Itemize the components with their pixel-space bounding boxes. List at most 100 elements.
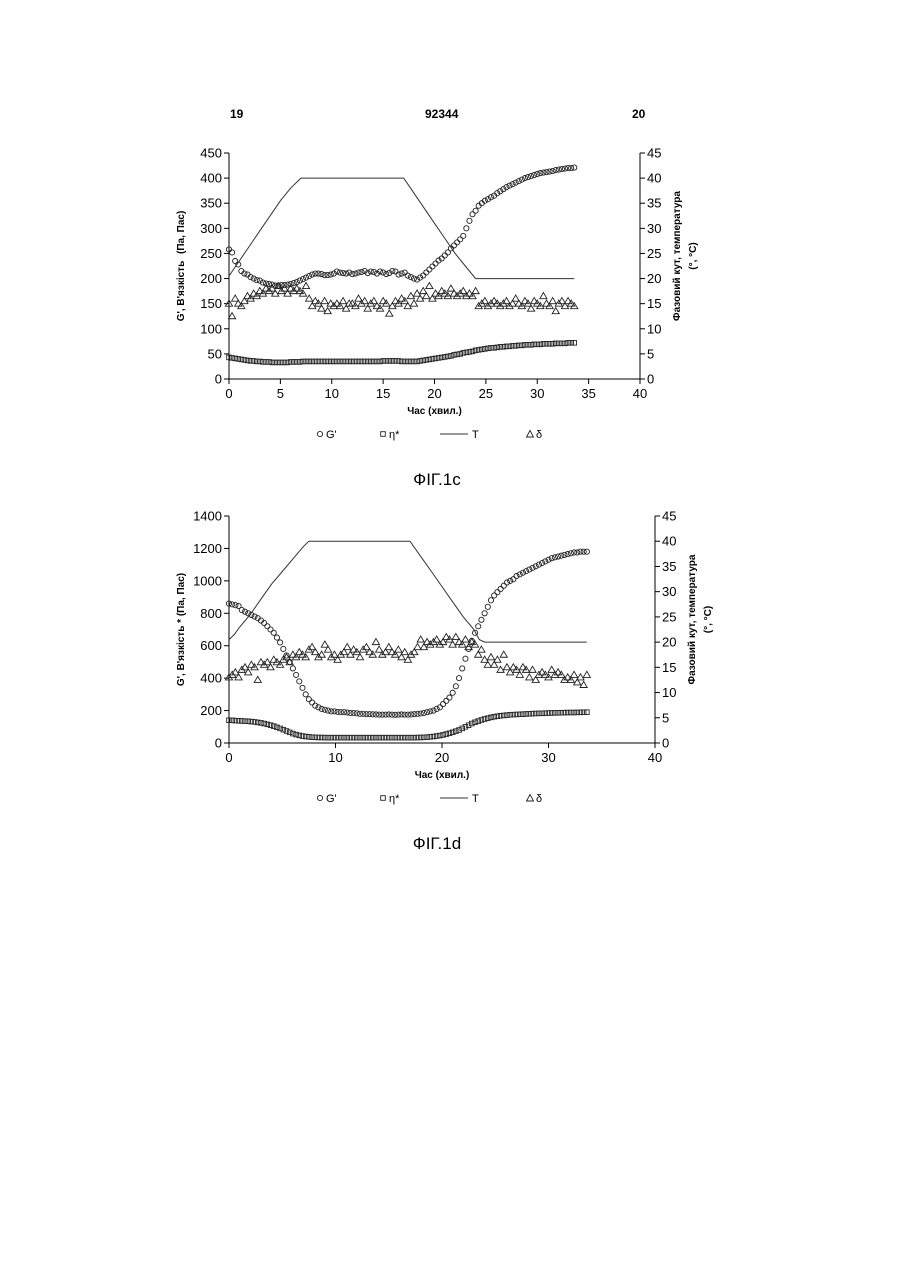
g-prime-point bbox=[455, 240, 460, 245]
right-y-axis-label-unit: (°, °C) bbox=[688, 242, 699, 269]
g-prime-point bbox=[307, 273, 312, 278]
g-prime-point bbox=[572, 165, 577, 170]
eta-point bbox=[527, 712, 532, 717]
g-prime-point bbox=[271, 630, 276, 635]
eta-point bbox=[236, 718, 241, 723]
delta-point bbox=[302, 282, 309, 288]
legend-item: δ bbox=[527, 429, 543, 441]
eta-point bbox=[287, 730, 292, 735]
eta-point bbox=[384, 359, 389, 364]
figure-caption: ФІГ.1с bbox=[413, 470, 461, 489]
eta-point bbox=[313, 735, 318, 740]
g-prime-point bbox=[546, 557, 551, 562]
eta-point bbox=[511, 712, 516, 717]
series-3 bbox=[225, 633, 590, 687]
x-tick-label: 10 bbox=[325, 386, 339, 401]
x-tick-label: 20 bbox=[435, 750, 449, 765]
g-prime-point bbox=[437, 705, 442, 710]
legend-label: δ bbox=[536, 429, 542, 441]
legend-label: δ bbox=[536, 793, 542, 805]
g-prime-point bbox=[293, 672, 298, 677]
legend-label: G' bbox=[326, 429, 337, 441]
x-axis-label: Час (хвил.) bbox=[407, 406, 462, 417]
eta-point bbox=[556, 711, 561, 716]
g-prime-point bbox=[396, 272, 401, 277]
eta-point bbox=[537, 711, 542, 716]
delta-point bbox=[526, 674, 533, 680]
g-prime-point bbox=[384, 271, 389, 276]
eta-point bbox=[572, 341, 577, 346]
right-y-tick-label: 35 bbox=[662, 559, 676, 574]
eta-point bbox=[415, 735, 420, 740]
eta-point bbox=[581, 710, 586, 715]
x-tick-label: 30 bbox=[530, 386, 544, 401]
delta-point bbox=[540, 293, 547, 299]
x-tick-label: 25 bbox=[479, 386, 493, 401]
g-prime-point bbox=[464, 226, 469, 231]
g-prime-point bbox=[508, 578, 513, 583]
g-prime-point bbox=[520, 570, 525, 575]
g-prime-point bbox=[528, 174, 533, 179]
eta-point bbox=[367, 735, 372, 740]
right-y-axis-label-main: Фазовий кут, температура bbox=[672, 191, 683, 321]
eta-point bbox=[332, 735, 337, 740]
g-prime-point bbox=[353, 271, 358, 276]
g-prime-point bbox=[456, 676, 461, 681]
eta-point bbox=[326, 735, 331, 740]
g-prime-point bbox=[434, 706, 439, 711]
eta-point bbox=[524, 712, 529, 717]
right-y-tick-label: 10 bbox=[647, 321, 661, 336]
eta-point bbox=[409, 359, 414, 364]
eta-point bbox=[578, 710, 583, 715]
eta-point bbox=[313, 359, 318, 364]
eta-point bbox=[295, 360, 300, 365]
g-prime-point bbox=[458, 237, 463, 242]
right-y-tick-label: 45 bbox=[647, 146, 661, 161]
series-2 bbox=[229, 178, 574, 279]
g-prime-point bbox=[303, 275, 308, 280]
right-y-tick-label: 30 bbox=[662, 584, 676, 599]
delta-point bbox=[321, 641, 328, 647]
eta-point bbox=[356, 359, 361, 364]
eta-point bbox=[342, 735, 347, 740]
eta-point bbox=[364, 735, 369, 740]
delta-point bbox=[401, 649, 408, 655]
g-prime-point bbox=[442, 253, 447, 258]
g-prime-point bbox=[424, 270, 429, 275]
page-number-right: 20 bbox=[632, 107, 645, 121]
legend-triangle-icon bbox=[527, 795, 534, 802]
left-y-tick-label: 800 bbox=[200, 606, 222, 621]
g-prime-point bbox=[229, 250, 234, 255]
left-y-tick-label: 1200 bbox=[193, 541, 222, 556]
eta-point bbox=[368, 359, 373, 364]
left-y-axis-label-unit: (Па, Пас) bbox=[176, 211, 187, 254]
g-prime-point bbox=[408, 274, 413, 279]
legend-label: η* bbox=[389, 429, 400, 441]
delta-point bbox=[376, 646, 383, 652]
eta-point bbox=[549, 711, 554, 716]
g-prime-point bbox=[470, 212, 475, 217]
left-y-tick-label: 400 bbox=[200, 671, 222, 686]
eta-point bbox=[344, 359, 349, 364]
eta-point bbox=[316, 359, 321, 364]
delta-point bbox=[548, 666, 555, 672]
delta-point bbox=[395, 646, 402, 652]
eta-point bbox=[544, 342, 549, 347]
left-y-tick-label: 0 bbox=[215, 372, 222, 387]
left-y-tick-label: 100 bbox=[200, 321, 222, 336]
eta-point bbox=[405, 359, 410, 364]
x-tick-label: 40 bbox=[648, 750, 662, 765]
eta-point bbox=[355, 735, 360, 740]
g-prime-point bbox=[513, 180, 518, 185]
right-y-tick-label: 0 bbox=[647, 372, 654, 387]
g-prime-point bbox=[281, 646, 286, 651]
g-prime-point bbox=[530, 565, 535, 570]
eta-point bbox=[412, 359, 417, 364]
temperature-line bbox=[229, 541, 587, 642]
eta-point bbox=[351, 735, 356, 740]
left-y-tick-label: 1000 bbox=[193, 573, 222, 588]
eta-point bbox=[466, 723, 471, 728]
eta-point bbox=[365, 359, 370, 364]
eta-point bbox=[409, 735, 414, 740]
eta-point bbox=[282, 360, 287, 365]
